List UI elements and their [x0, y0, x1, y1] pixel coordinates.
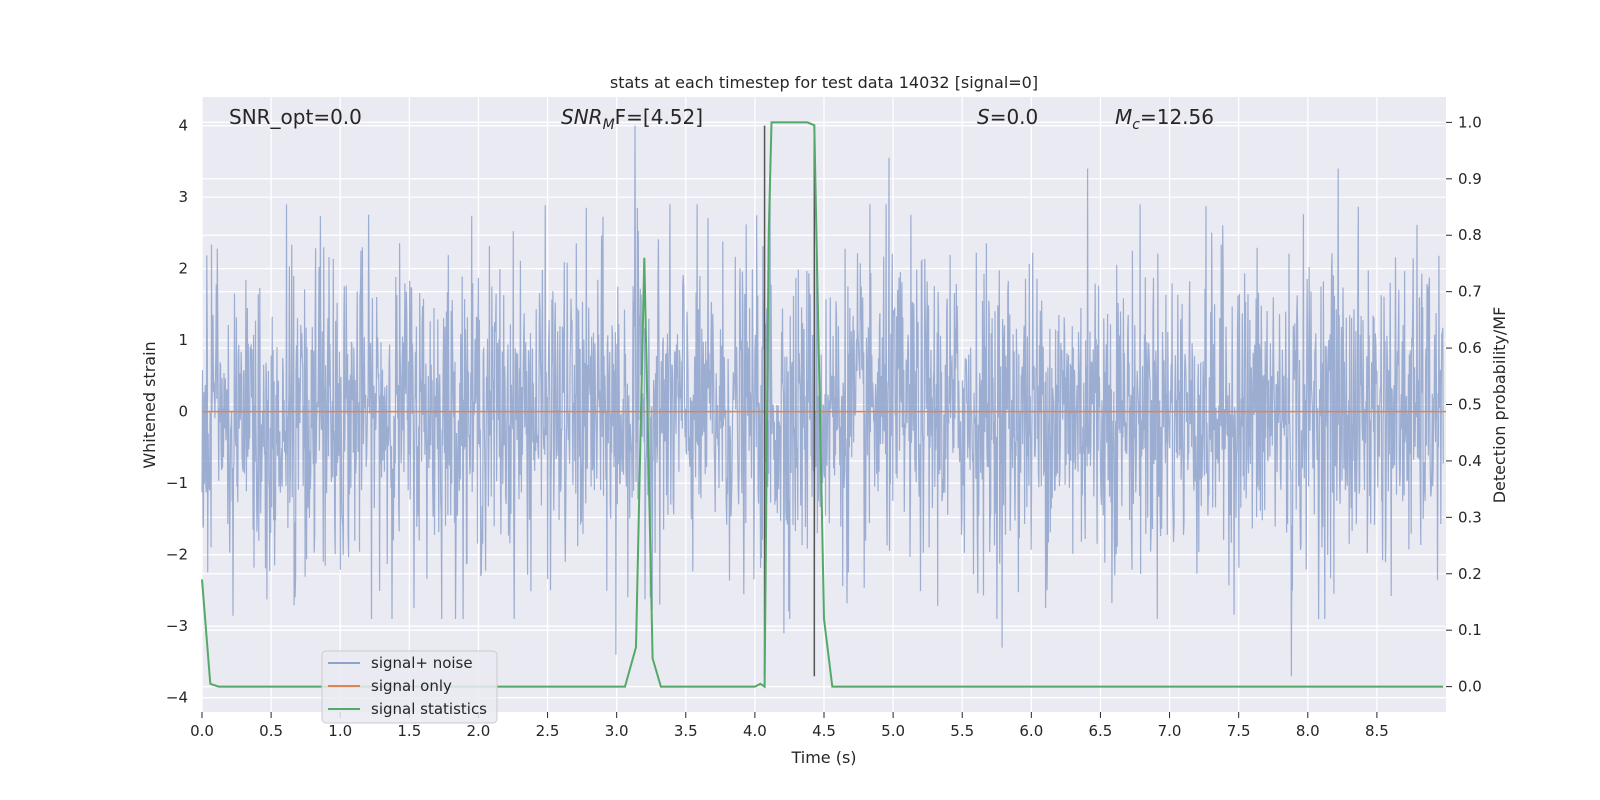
annotation-snr-opt: SNR_opt=0.0: [229, 105, 362, 129]
y-left-tick-label: 2: [178, 260, 188, 278]
y-right-tick-label: 0.5: [1458, 396, 1482, 414]
y-axis-right-ticks: 1.0 0.9 0.8 0.7 0.6 0.5 0.4 0.3 0.2 0.1 0.0: [1446, 113, 1482, 696]
x-tick-label: 1.0: [328, 722, 352, 740]
y-right-tick-label: 0.8: [1458, 226, 1482, 244]
x-tick-label: 4.5: [812, 722, 836, 740]
x-tick-label: 3.0: [605, 722, 629, 740]
y-left-tick-label: −3: [166, 617, 188, 635]
x-tick-label: 3.5: [674, 722, 698, 740]
y-axis-left-label: Whitened strain: [140, 341, 159, 468]
legend-label-signal-plus-noise: signal+ noise: [371, 654, 473, 672]
x-tick-label: 1.5: [397, 722, 421, 740]
y-left-tick-label: −4: [166, 689, 188, 707]
y-right-tick-label: 0.1: [1458, 621, 1482, 639]
legend-label-signal-statistics: signal statistics: [371, 700, 487, 718]
y-right-tick-label: 0.6: [1458, 339, 1482, 357]
chart-title: stats at each timestep for test data 140…: [610, 73, 1038, 92]
y-left-tick-label: 1: [178, 331, 188, 349]
x-tick-label: 4.0: [743, 722, 767, 740]
x-tick-label: 0.0: [190, 722, 214, 740]
y-axis-right-label: Detection probability/MF: [1490, 307, 1509, 504]
legend-box: [321, 650, 498, 724]
x-tick-label: 8.5: [1365, 722, 1389, 740]
x-tick-label: 2.5: [536, 722, 560, 740]
y-right-tick-label: 0.4: [1458, 452, 1482, 470]
x-tick-label: 6.0: [1019, 722, 1043, 740]
legend-label-signal-only: signal only: [371, 677, 452, 695]
y-axis-left-ticks: 4 3 2 1 0 −1 −2 −3 −4: [166, 117, 188, 707]
y-left-tick-label: −2: [166, 546, 188, 564]
x-axis-label: Time (s): [790, 748, 856, 767]
x-tick-label: 0.5: [259, 722, 283, 740]
series-line-signal-plus-noise: [201, 125, 1444, 677]
x-axis-ticks: 0.0 0.5 1.0 1.5 2.0 2.5 3.0 3.5 4.0 4.5 5.0 5.5 6.0 6…: [190, 712, 1389, 740]
series-signal-statistics: [201, 121, 1444, 689]
x-tick-label: 2.0: [467, 722, 491, 740]
x-tick-label: 5.0: [881, 722, 905, 740]
x-tick-label: 7.0: [1158, 722, 1182, 740]
series-line-signal-statistics: [201, 121, 1444, 689]
y-right-tick-label: 0.2: [1458, 565, 1482, 583]
y-left-tick-label: 0: [178, 403, 188, 421]
annotation-s: S=0.0: [977, 105, 1038, 129]
y-right-tick-label: 0.9: [1458, 170, 1482, 188]
x-tick-label: 6.5: [1089, 722, 1113, 740]
annotation-snr-mf: SNRMF=[4.52]: [561, 105, 703, 133]
x-tick-label: 7.5: [1227, 722, 1251, 740]
x-tick-label: 8.0: [1296, 722, 1320, 740]
series-signal-plus-noise: [201, 125, 1444, 677]
y-right-tick-label: 0.3: [1458, 508, 1482, 526]
y-right-tick-label: 0.7: [1458, 283, 1482, 301]
legend: signal+ noise signal only signal statist…: [321, 650, 498, 724]
y-left-tick-label: 3: [178, 188, 188, 206]
y-left-tick-label: 4: [178, 117, 188, 135]
x-tick-label: 5.5: [950, 722, 974, 740]
y-right-tick-label: 0.0: [1458, 678, 1482, 696]
y-right-tick-label: 1.0: [1458, 113, 1482, 131]
y-left-tick-label: −1: [166, 474, 188, 492]
annotation-mc: Mc=12.56: [1115, 105, 1214, 133]
